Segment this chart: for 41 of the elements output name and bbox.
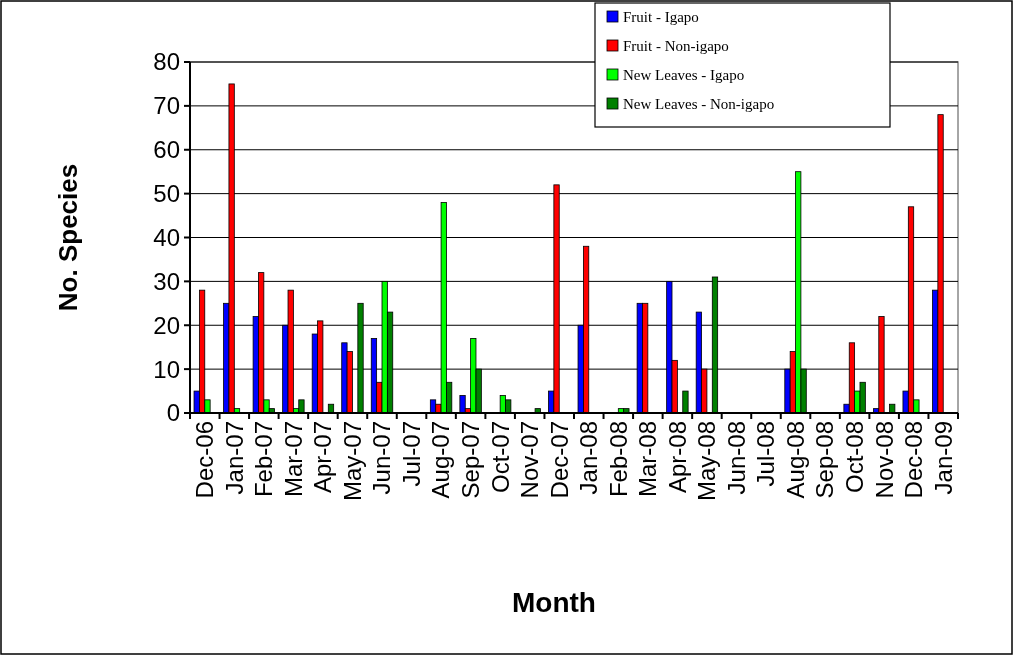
y-axis-title: No. Species — [53, 163, 83, 312]
x-axis-title: Month — [512, 587, 596, 618]
x-tick-label: Jul-08 — [752, 421, 780, 487]
x-tick-label: Feb-07 — [250, 421, 278, 498]
x-tick-label: Jun-07 — [368, 421, 396, 495]
x-tick-label: Oct-07 — [486, 421, 514, 494]
x-tick-label: May-07 — [338, 421, 366, 502]
x-tick-label: Sep-08 — [811, 421, 839, 499]
y-tick-label: 20 — [153, 311, 180, 339]
x-tick-label: Oct-08 — [841, 421, 869, 494]
x-tick-label: Aug-07 — [427, 421, 455, 499]
legend-label: New Leaves - Igapo — [623, 67, 745, 84]
y-tick-label: 50 — [153, 180, 180, 208]
x-tick-label: Jan-07 — [220, 421, 248, 495]
x-tick-label: Nov-08 — [870, 421, 898, 499]
legend-label: Fruit - Non-igapo — [623, 38, 729, 55]
x-tick-label: Aug-08 — [781, 421, 809, 499]
x-tick-label: Jan-09 — [929, 421, 957, 495]
x-tick-label: Jun-08 — [722, 421, 750, 495]
x-tick-label: Feb-08 — [604, 421, 632, 498]
x-tick-label: Apr-08 — [663, 421, 691, 494]
y-tick-label: 10 — [153, 355, 180, 383]
x-tick-label: Jan-08 — [575, 421, 603, 495]
x-tick-label: Dec-08 — [900, 421, 928, 499]
legend-label: New Leaves - Non-igapo — [623, 96, 775, 113]
x-tick-label: Sep-07 — [457, 421, 485, 499]
x-tick-label: Jul-07 — [397, 421, 425, 487]
x-tick-label: Dec-06 — [191, 421, 219, 499]
x-tick-label: Dec-07 — [545, 421, 573, 499]
x-tick-label: May-08 — [693, 421, 721, 502]
x-tick-label: Apr-07 — [309, 421, 337, 494]
y-tick-label: 0 — [166, 399, 180, 427]
x-tick-label: Mar-08 — [634, 421, 662, 498]
x-tick-label: Mar-07 — [279, 421, 307, 498]
y-tick-label: 80 — [153, 48, 180, 76]
y-tick-label: 60 — [153, 136, 180, 164]
y-tick-label: 40 — [153, 223, 180, 251]
y-tick-label: 70 — [153, 92, 180, 120]
x-tick-label: Nov-07 — [516, 421, 544, 499]
legend-label: Fruit - Igapo — [623, 9, 699, 26]
y-tick-label: 30 — [153, 267, 180, 295]
